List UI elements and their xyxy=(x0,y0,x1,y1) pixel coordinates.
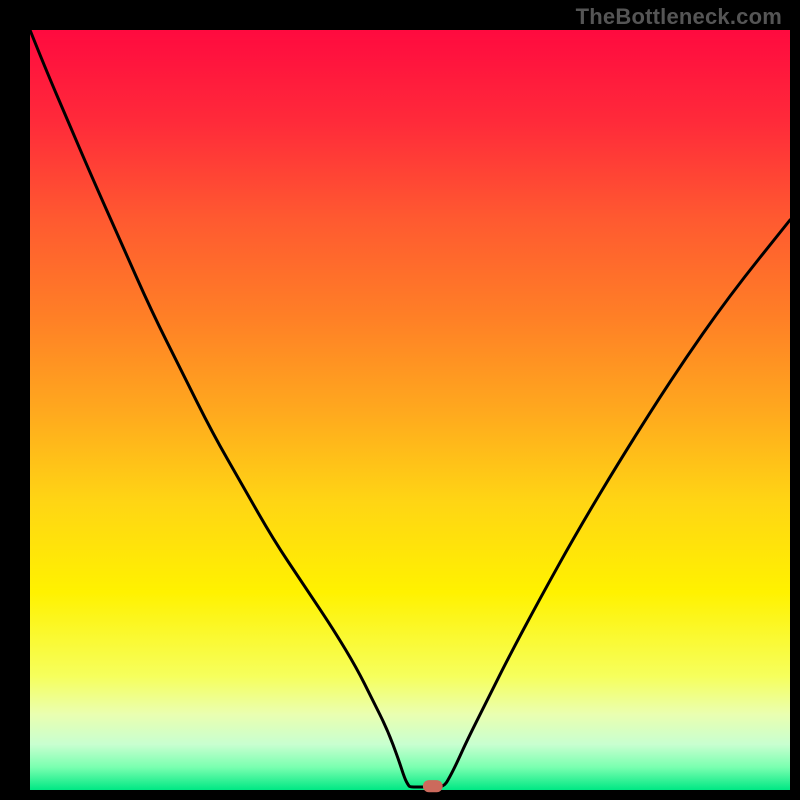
bottleneck-chart xyxy=(0,0,800,800)
gradient-background xyxy=(30,30,790,790)
current-config-marker xyxy=(423,780,443,792)
chart-container: TheBottleneck.com xyxy=(0,0,800,800)
